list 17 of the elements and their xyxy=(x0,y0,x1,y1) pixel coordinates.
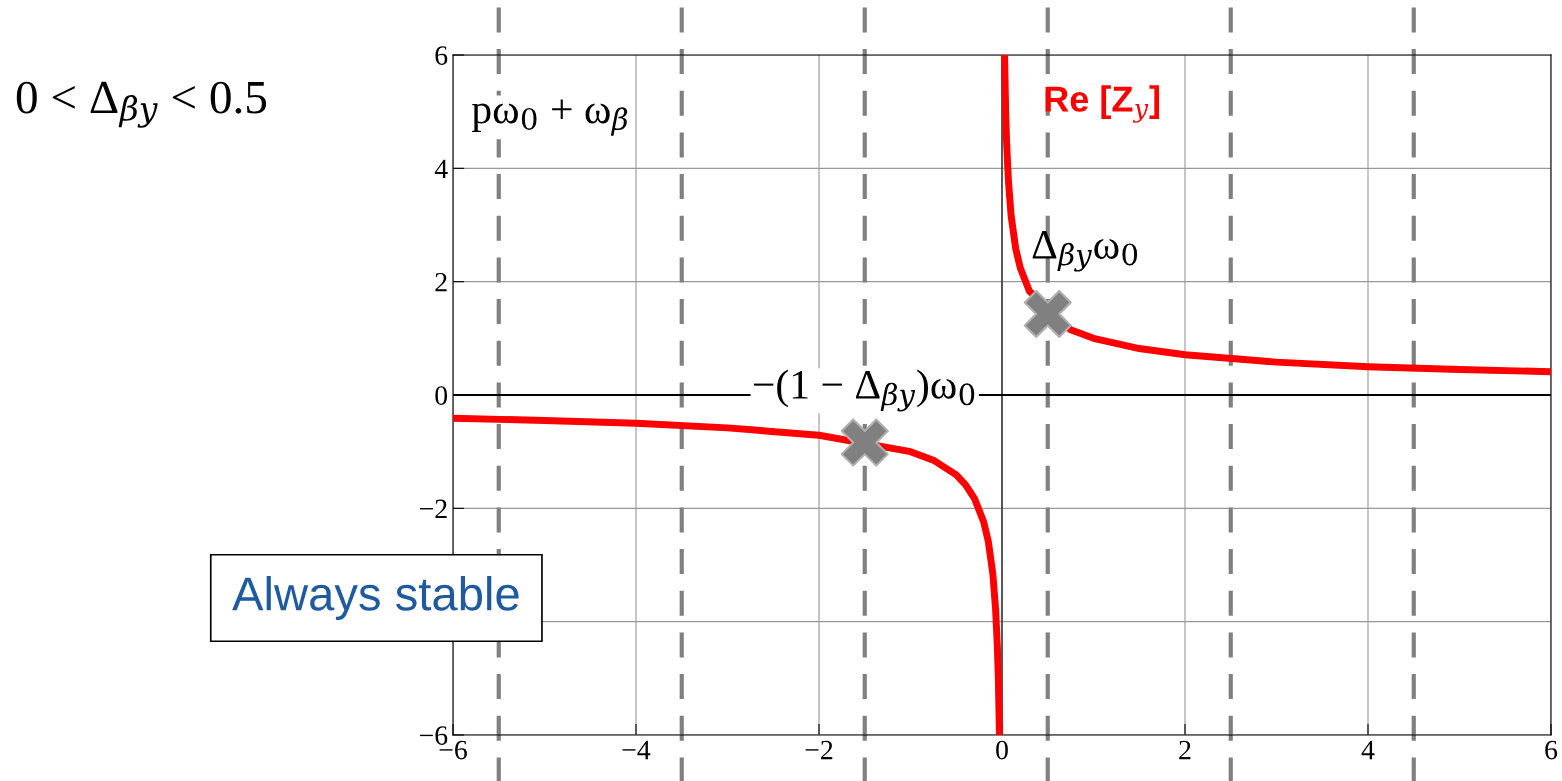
annotation: −(1 − Δ$_{βy}$)ω$_{0}$ xyxy=(753,369,975,412)
y-tick-label: 6 xyxy=(435,46,448,65)
annotation: Always stable xyxy=(232,575,519,621)
x-tick-label: −2 xyxy=(805,740,833,760)
x-tick-label: 4 xyxy=(1361,740,1375,760)
y-tick-label: −2 xyxy=(419,499,447,518)
x-tick-label: −4 xyxy=(622,740,651,760)
x-tick-label: 2 xyxy=(1179,740,1191,760)
series-label: Re [Z$_{y}$] xyxy=(1045,85,1159,123)
annotation: Δ$_{βy}$ω$_{0}$ xyxy=(1032,231,1138,272)
y-tick-label: 2 xyxy=(435,272,447,292)
y-tick-label: 4 xyxy=(434,159,448,178)
x-tick-label: 6 xyxy=(1545,740,1558,760)
y-tick-label: 0 xyxy=(435,386,448,405)
x-tick-label: 0 xyxy=(996,740,1008,760)
text: 0 < Δ$_{βy}$ < 0.5 xyxy=(16,81,267,128)
annotation: pω$_{0}$ + ω$_{β}$ xyxy=(471,99,628,136)
